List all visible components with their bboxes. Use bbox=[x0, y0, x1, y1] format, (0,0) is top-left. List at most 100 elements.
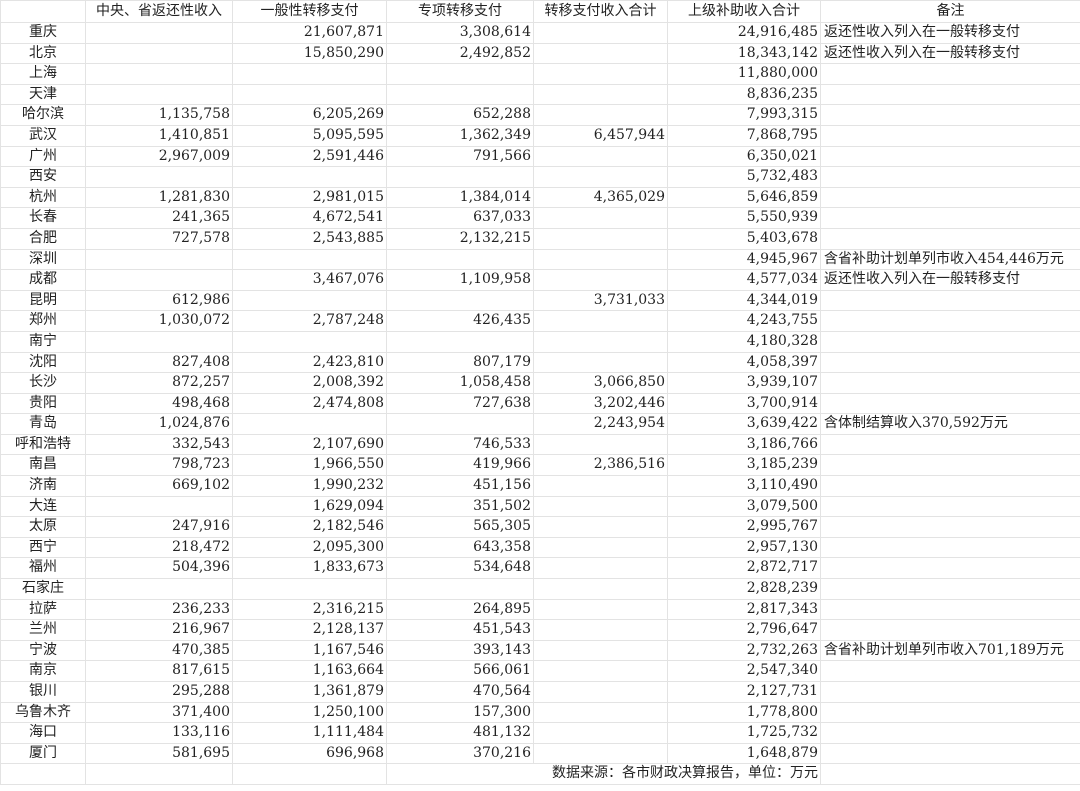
cell-city: 哈尔滨 bbox=[0, 104, 86, 126]
cell-remark bbox=[820, 598, 1080, 621]
cell-transfer-total bbox=[533, 536, 668, 559]
cell-remark bbox=[820, 330, 1080, 353]
cell-general-transfer: 15,850,290 bbox=[232, 42, 387, 65]
cell-subsidy-total: 5,646,859 bbox=[667, 186, 821, 209]
table-row: 银川 295,288 1,361,879 470,564 2,127,731 bbox=[0, 681, 1080, 703]
table-row: 长沙 872,257 2,008,392 1,058,458 3,066,850 3,93… bbox=[0, 372, 1080, 394]
cell-return-income: 498,468 bbox=[85, 392, 233, 415]
cell-special-transfer bbox=[386, 83, 534, 106]
footer-empty-cell bbox=[0, 763, 86, 785]
cell-city: 上海 bbox=[0, 63, 86, 85]
cell-general-transfer: 4,672,541 bbox=[232, 207, 387, 229]
cell-special-transfer: 2,132,215 bbox=[386, 227, 534, 250]
cell-transfer-total: 4,365,029 bbox=[533, 186, 668, 209]
cell-return-income: 669,102 bbox=[85, 475, 233, 497]
cell-return-income: 371,400 bbox=[85, 701, 233, 724]
cell-city: 兰州 bbox=[0, 619, 86, 641]
cell-general-transfer: 2,787,248 bbox=[232, 310, 387, 332]
cell-city: 天津 bbox=[0, 83, 86, 106]
cell-city: 宁波 bbox=[0, 639, 86, 662]
cell-city: 深圳 bbox=[0, 248, 86, 271]
cell-return-income: 236,233 bbox=[85, 598, 233, 621]
table-row: 宁波 470,385 1,167,546 393,143 2,732,263 含省补助计划… bbox=[0, 639, 1080, 662]
cell-remark bbox=[820, 454, 1080, 477]
cell-subsidy-total: 3,639,422 bbox=[667, 413, 821, 435]
cell-city: 呼和浩特 bbox=[0, 433, 86, 456]
table-row: 杭州 1,281,830 2,981,015 1,384,014 4,365,029 5,… bbox=[0, 186, 1080, 209]
table-row: 长春 241,365 4,672,541 637,033 5,550,939 bbox=[0, 207, 1080, 229]
cell-subsidy-total: 4,180,328 bbox=[667, 330, 821, 353]
cell-city: 济南 bbox=[0, 475, 86, 497]
cell-general-transfer: 1,629,094 bbox=[232, 495, 387, 518]
cell-city: 成都 bbox=[0, 269, 86, 291]
cell-subsidy-total: 2,817,343 bbox=[667, 598, 821, 621]
cell-subsidy-total: 5,403,678 bbox=[667, 227, 821, 250]
cell-special-transfer: 2,492,852 bbox=[386, 42, 534, 65]
cell-city: 沈阳 bbox=[0, 351, 86, 374]
cell-special-transfer: 264,895 bbox=[386, 598, 534, 621]
cell-transfer-total bbox=[533, 22, 668, 44]
cell-transfer-total bbox=[533, 660, 668, 682]
cell-special-transfer: 807,179 bbox=[386, 351, 534, 374]
cell-general-transfer: 1,111,484 bbox=[232, 722, 387, 744]
cell-transfer-total bbox=[533, 722, 668, 744]
cell-general-transfer bbox=[232, 248, 387, 271]
cell-special-transfer: 727,638 bbox=[386, 392, 534, 415]
table-row: 深圳 4,945,967 含省补助计划单列市收入454,446万元 bbox=[0, 248, 1080, 271]
cell-special-transfer: 1,109,958 bbox=[386, 269, 534, 291]
cell-city: 厦门 bbox=[0, 742, 86, 765]
cell-return-income: 581,695 bbox=[85, 742, 233, 765]
cell-general-transfer bbox=[232, 289, 387, 312]
footer-empty-cell bbox=[85, 763, 233, 785]
cell-special-transfer: 534,648 bbox=[386, 557, 534, 580]
cell-remark bbox=[820, 310, 1080, 332]
cell-return-income: 1,135,758 bbox=[85, 104, 233, 126]
cell-return-income: 247,916 bbox=[85, 516, 233, 538]
cell-city: 北京 bbox=[0, 42, 86, 65]
cell-city: 合肥 bbox=[0, 227, 86, 250]
cell-subsidy-total: 1,648,879 bbox=[667, 742, 821, 765]
cell-transfer-total: 2,243,954 bbox=[533, 413, 668, 435]
cell-special-transfer: 643,358 bbox=[386, 536, 534, 559]
cell-return-income: 798,723 bbox=[85, 454, 233, 477]
cell-return-income: 216,967 bbox=[85, 619, 233, 641]
cell-general-transfer bbox=[232, 330, 387, 353]
cell-general-transfer: 2,008,392 bbox=[232, 372, 387, 394]
table-row: 南昌 798,723 1,966,550 419,966 2,386,516 3,185,… bbox=[0, 454, 1080, 477]
cell-general-transfer bbox=[232, 413, 387, 435]
table-row: 昆明 612,986 3,731,033 4,344,019 bbox=[0, 289, 1080, 312]
cell-subsidy-total: 1,725,732 bbox=[667, 722, 821, 744]
cell-general-transfer: 2,474,808 bbox=[232, 392, 387, 415]
cell-city: 南宁 bbox=[0, 330, 86, 353]
cell-subsidy-total: 4,945,967 bbox=[667, 248, 821, 271]
cell-special-transfer bbox=[386, 63, 534, 85]
cell-transfer-total: 3,066,850 bbox=[533, 372, 668, 394]
table-row: 西宁 218,472 2,095,300 643,358 2,957,130 bbox=[0, 536, 1080, 559]
table-row: 郑州 1,030,072 2,787,248 426,435 4,243,755 bbox=[0, 310, 1080, 332]
cell-transfer-total bbox=[533, 701, 668, 724]
cell-city: 西安 bbox=[0, 166, 86, 188]
cell-general-transfer: 2,543,885 bbox=[232, 227, 387, 250]
cell-transfer-total bbox=[533, 619, 668, 641]
cell-city: 长春 bbox=[0, 207, 86, 229]
cell-general-transfer bbox=[232, 166, 387, 188]
cell-general-transfer: 21,607,871 bbox=[232, 22, 387, 44]
cell-remark bbox=[820, 495, 1080, 518]
cell-special-transfer bbox=[386, 248, 534, 271]
cell-transfer-total bbox=[533, 475, 668, 497]
cell-remark bbox=[820, 186, 1080, 209]
cell-city: 南京 bbox=[0, 660, 86, 682]
cell-general-transfer bbox=[232, 578, 387, 600]
cell-transfer-total bbox=[533, 598, 668, 621]
cell-remark bbox=[820, 392, 1080, 415]
cell-special-transfer: 481,132 bbox=[386, 722, 534, 744]
cell-transfer-total bbox=[533, 248, 668, 271]
cell-city: 西宁 bbox=[0, 536, 86, 559]
cell-return-income bbox=[85, 578, 233, 600]
footer-empty-cell bbox=[820, 763, 1080, 785]
cell-special-transfer bbox=[386, 289, 534, 312]
cell-remark bbox=[820, 63, 1080, 85]
cell-subsidy-total: 2,995,767 bbox=[667, 516, 821, 538]
cell-special-transfer: 1,058,458 bbox=[386, 372, 534, 394]
cell-return-income: 1,030,072 bbox=[85, 310, 233, 332]
